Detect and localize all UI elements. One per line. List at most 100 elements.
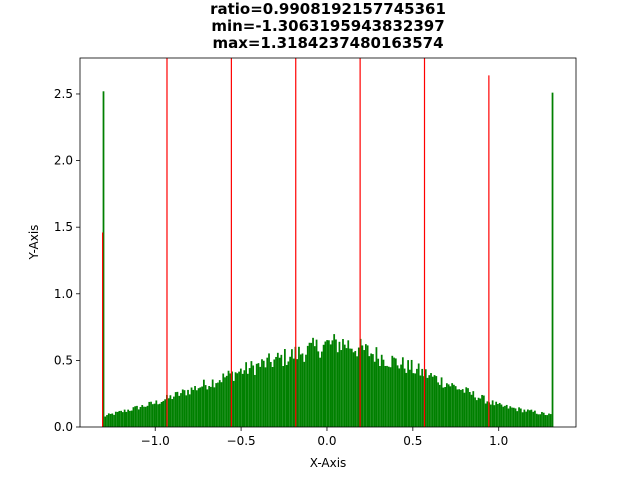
histogram-bar <box>363 350 365 427</box>
histogram-bar <box>331 340 334 427</box>
histogram-bar <box>243 370 246 427</box>
histogram-bar <box>519 408 522 427</box>
histogram-bar <box>416 368 418 427</box>
histogram-bar <box>528 410 531 427</box>
histogram-bar <box>449 386 452 427</box>
histogram-bar <box>405 372 408 427</box>
histogram-bar <box>454 386 457 427</box>
histogram-bar <box>505 404 508 427</box>
histogram-bar <box>342 339 344 427</box>
histogram-bar <box>525 411 527 427</box>
histogram-bar <box>410 359 413 427</box>
chart-title-line-1: ratio=0.9908192157745361 <box>210 0 446 18</box>
histogram-bar <box>283 349 286 427</box>
histogram-bar <box>308 342 311 427</box>
histogram-bar <box>451 383 454 427</box>
histogram-bar <box>271 366 274 427</box>
histogram-bar <box>167 398 170 427</box>
histogram-bar <box>414 373 417 427</box>
histogram-bar <box>424 369 427 427</box>
histogram-bar <box>491 400 494 427</box>
histogram-bar <box>305 354 307 427</box>
histogram-bar <box>357 347 360 427</box>
histogram-bar <box>438 384 441 427</box>
x-axis-label: X-Axis <box>310 456 347 470</box>
histogram-bar <box>350 348 353 427</box>
histogram-bar <box>477 397 480 427</box>
histogram-bar <box>343 344 346 427</box>
histogram-bar <box>516 411 519 427</box>
histogram-bar <box>340 350 343 427</box>
histogram-bar <box>111 413 114 427</box>
histogram-bar <box>266 357 269 427</box>
histogram-bar <box>400 364 402 427</box>
histogram-bar <box>164 399 167 427</box>
histogram-bar <box>368 356 371 427</box>
histogram-bar <box>148 401 151 427</box>
histogram-bar <box>356 356 358 427</box>
histogram-bar <box>370 353 373 427</box>
histogram-bar <box>347 340 350 427</box>
histogram-bar <box>173 396 175 427</box>
histogram-bar <box>190 387 193 427</box>
histogram-bar <box>481 394 483 427</box>
x-tick-label: 1.0 <box>489 434 508 448</box>
histogram-bar <box>328 340 330 427</box>
histogram-bar <box>248 368 251 427</box>
histogram-bar <box>329 344 332 427</box>
histogram-bar <box>204 385 207 427</box>
y-tick-label: 0.0 <box>54 420 73 434</box>
histogram-bar <box>125 411 128 427</box>
histogram-bar <box>171 399 174 427</box>
histogram-bar <box>151 404 154 427</box>
histogram-bar <box>169 395 172 427</box>
histogram-bar <box>255 363 258 427</box>
histogram-bar <box>315 339 318 427</box>
histogram-bar <box>484 403 487 427</box>
histogram-bar <box>160 401 163 427</box>
histogram-bar <box>338 341 341 427</box>
histogram-bar <box>280 354 283 427</box>
histogram-bar <box>335 339 337 427</box>
histogram-bar <box>398 368 401 427</box>
histogram-bar <box>313 346 316 427</box>
histogram-bar <box>377 358 380 427</box>
histogram-bar <box>178 395 181 427</box>
histogram-bar <box>542 412 545 427</box>
histogram-bar <box>229 373 232 427</box>
histogram-bar <box>409 369 411 427</box>
histogram-bar <box>291 349 293 427</box>
histogram-bar <box>134 406 137 427</box>
histogram-bar <box>303 361 306 427</box>
histogram-bar <box>461 389 464 427</box>
histogram-bar <box>387 366 390 427</box>
histogram-bar <box>497 404 499 427</box>
histogram-bar <box>523 409 526 427</box>
histogram-bar <box>227 370 230 427</box>
histogram-bar <box>509 406 512 427</box>
histogram-bar <box>433 375 436 427</box>
histogram-bar <box>252 365 255 427</box>
histogram-bar <box>444 387 446 427</box>
histogram-bar <box>551 92 554 427</box>
histogram-bar <box>132 407 135 427</box>
y-tick-label: 2.5 <box>54 87 73 101</box>
histogram-bar <box>465 387 468 427</box>
histogram-bar <box>194 386 196 427</box>
histogram-bar <box>268 353 270 427</box>
histogram-bar <box>319 357 321 427</box>
histogram-bar <box>139 407 142 427</box>
histogram-bar <box>137 409 140 427</box>
histogram-bar <box>333 334 336 427</box>
histogram-bar <box>534 410 536 427</box>
histogram-bar <box>225 375 228 427</box>
histogram-bar <box>113 414 115 427</box>
histogram-bar <box>539 414 542 427</box>
histogram-bar <box>220 382 223 427</box>
histogram-bar <box>389 367 392 427</box>
histogram-bar <box>546 415 549 427</box>
histogram-bar <box>386 365 388 427</box>
histogram-bar <box>120 410 122 427</box>
histogram-bar <box>403 368 406 427</box>
